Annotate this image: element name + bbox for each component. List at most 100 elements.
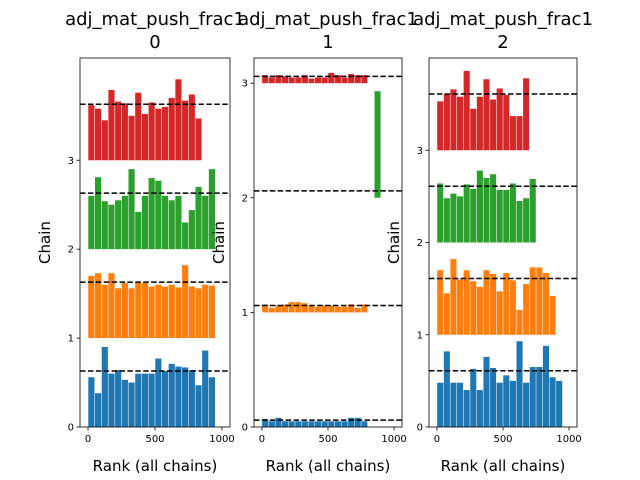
bar-chain-0-bin-11: [334, 421, 341, 427]
bar-chain-0-bin-0: [437, 382, 444, 427]
bar-chain-2-bin-3: [108, 204, 115, 250]
bar-chain-0-bin-3: [282, 421, 289, 427]
bar-chain-0-bin-8: [141, 373, 149, 427]
bar-chain-0-bin-1: [443, 351, 450, 427]
bar-chain-2-bin-17: [202, 195, 209, 250]
bar-chain-1-bin-16: [542, 272, 549, 335]
bar-chain-1-bin-16: [195, 288, 202, 339]
chart-title-line-1: adj_mat_push_frac1: [65, 9, 245, 30]
bar-chain-1-bin-15: [188, 286, 195, 339]
bar-chain-2-bin-6: [128, 169, 135, 250]
bar-chain-1-bin-0: [88, 275, 95, 339]
bar-chain-1-bin-0: [437, 270, 444, 335]
bar-chain-0-bin-16: [195, 385, 202, 427]
bar-chain-2-bin-1: [443, 198, 450, 243]
bar-chain-0-bin-7: [308, 421, 315, 427]
bar-chain-0-bin-14: [354, 417, 361, 427]
bar-chain-1-bin-7: [135, 282, 142, 339]
bar-chain-0-bin-17: [202, 350, 209, 427]
bar-chain-3-bin-0: [88, 105, 95, 161]
bar-chain-1-bin-14: [354, 307, 361, 313]
bar-chain-1-bin-4: [115, 288, 122, 339]
bar-chain-1-bin-14: [529, 267, 536, 335]
bar-chain-0-bin-13: [348, 417, 355, 427]
y-tick-label: 2: [417, 238, 423, 249]
bar-chain-0-bin-6: [476, 390, 483, 427]
bar-chain-2-bin-8: [141, 195, 149, 250]
bar-chain-2-bin-13: [523, 198, 530, 243]
bar-chain-0-bin-18: [208, 377, 215, 427]
bar-chain-2-bin-13: [175, 195, 182, 250]
bar-chain-0-bin-3: [457, 382, 464, 427]
x-tick-label: 0: [85, 434, 91, 445]
bar-chain-3-bin-13: [523, 78, 530, 151]
bar-chain-0-bin-9: [496, 382, 503, 427]
bar-chain-2-bin-10: [155, 180, 162, 250]
y-axis-label: Chain: [385, 221, 403, 264]
bar-chain-0-bin-4: [288, 421, 295, 427]
bar-chain-1-bin-5: [295, 302, 302, 313]
bar-chain-0-bin-7: [135, 373, 142, 427]
x-tick-label: 1000: [209, 434, 234, 445]
bar-chain-0-bin-11: [509, 380, 516, 428]
y-tick-label: 1: [242, 308, 248, 319]
bar-chain-0-bin-10: [503, 375, 510, 427]
bar-chain-1-bin-9: [148, 286, 155, 339]
bar-chain-3-bin-16: [195, 118, 202, 161]
bar-chain-3-bin-6: [128, 115, 135, 161]
bar-chain-2-bin-0: [88, 195, 95, 250]
bar-chain-2-bin-12: [168, 200, 175, 250]
y-tick-label: 3: [417, 146, 423, 157]
bar-chain-3-bin-5: [470, 108, 477, 151]
bar-chain-0-bin-15: [361, 421, 368, 427]
bar-chain-0-bin-17: [549, 377, 556, 427]
bar-chain-3-bin-1: [443, 93, 450, 151]
chart-panel-2: 0 500 1000 0 1 2 3 Rank (all chains) Chain adj_ma…: [385, 9, 593, 475]
chart-title-line-1: adj_mat_push_frac1: [238, 9, 418, 30]
bar-chain-3-bin-14: [354, 75, 361, 84]
bar-chain-1-bin-13: [175, 287, 182, 339]
y-tick-label: 2: [242, 193, 248, 204]
bar-chain-3-bin-0: [262, 75, 269, 84]
bar-chain-1-bin-4: [463, 270, 470, 335]
y-tick-label: 3: [242, 79, 248, 90]
bar-chain-2-bin-15: [188, 210, 195, 250]
y-tick-label: 2: [68, 245, 74, 256]
bar-chain-1-bin-6: [476, 286, 483, 335]
bar-chain-3-bin-12: [341, 77, 348, 84]
bar-chain-0-bin-12: [341, 421, 348, 427]
bar-chain-1-bin-12: [168, 284, 175, 339]
bar-chain-3-bin-3: [108, 90, 115, 161]
bar-chain-3-bin-0: [437, 101, 444, 151]
bar-chain-3-bin-15: [361, 75, 368, 84]
chart-panel-1: 0 500 1000 0 1 2 3 Rank (all chains) Chain adj_ma…: [210, 9, 418, 475]
bar-chain-3-bin-8: [490, 99, 497, 151]
bar-chain-0-bin-10: [155, 358, 162, 427]
bar-chain-1-bin-2: [275, 305, 282, 313]
bar-chain-2-bin-9: [148, 178, 155, 250]
bar-chain-3-bin-11: [161, 106, 169, 161]
bar-chain-1-bin-10: [503, 272, 510, 335]
bar-chain-1-bin-17: [202, 284, 209, 339]
bar-chain-3-bin-13: [175, 79, 182, 161]
bar-chain-1-bin-15: [536, 267, 543, 335]
bar-chain-1-bin-13: [348, 304, 355, 313]
bar-chain-2-bin-18: [208, 169, 215, 250]
bar-chain-0-bin-13: [523, 382, 530, 427]
bar-chain-0-bin-4: [115, 370, 122, 427]
bar-chain-2-bin-9: [496, 189, 503, 243]
bar-chain-1-bin-5: [470, 281, 477, 335]
bar-chain-2-bin-14: [182, 222, 189, 250]
bar-chain-3-bin-8: [315, 77, 322, 84]
bar-chain-3-bin-2: [275, 75, 282, 84]
bar-chain-0-bin-1: [268, 421, 275, 427]
y-tick-label: 0: [68, 423, 74, 434]
bar-chain-0-bin-14: [529, 367, 536, 427]
bar-chain-0-bin-7: [483, 356, 490, 427]
bar-chain-0-bin-15: [188, 370, 195, 427]
y-axis-label: Chain: [210, 221, 228, 264]
y-tick-label: 0: [417, 423, 423, 434]
bar-chain-0-bin-6: [128, 382, 135, 427]
x-axis-label: Rank (all chains): [266, 457, 391, 475]
y-tick-label: 3: [68, 156, 74, 167]
